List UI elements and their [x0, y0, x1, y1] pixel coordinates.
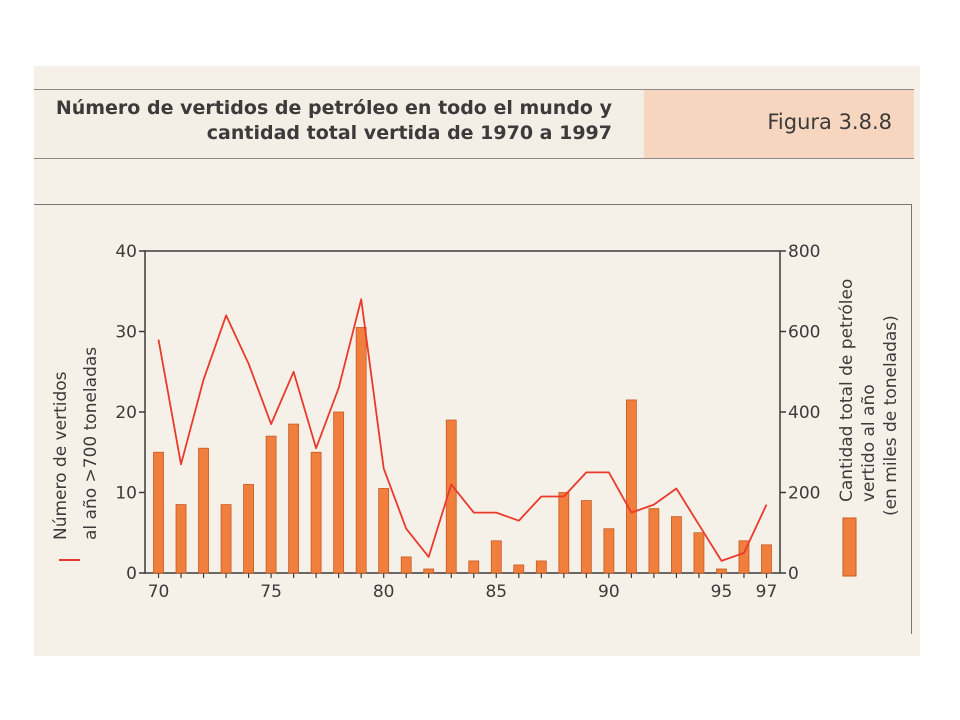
spill-count-bar: [175, 504, 187, 574]
spill-count-bar: [423, 568, 435, 574]
figure-number-box: Figura 3.8.8: [644, 90, 914, 158]
spill-volume-line-group: [157, 298, 768, 562]
spill-count-bar: [490, 540, 502, 574]
x-tick-label: 80: [373, 582, 395, 602]
y-right-title-line-2: vertido al año: [859, 384, 879, 502]
spill-count-bar: [671, 516, 682, 574]
y-left-tick-label: 10: [115, 484, 137, 504]
y-left-tick-label: 20: [115, 403, 137, 423]
x-tick-label: 90: [598, 582, 620, 602]
spill-count-bar: [333, 411, 345, 574]
y-right-tick-label: 800: [788, 242, 820, 262]
chart-frame: [34, 204, 912, 634]
y-left-tick-label: 40: [115, 242, 137, 262]
figure-number: Figura 3.8.8: [767, 110, 892, 134]
x-tick-label: 95: [711, 582, 733, 602]
y-right-tick-label: 0: [788, 564, 799, 584]
plot-border: [144, 250, 781, 574]
x-tick-label: 70: [148, 582, 170, 602]
spill-count-bar: [625, 399, 637, 574]
spill-count-bar: [513, 564, 525, 574]
y-left-title-line-1: Número de vertidos: [51, 371, 71, 540]
figure-title-line-2: cantidad total vertida de 1970 a 1997: [206, 122, 612, 144]
x-tick-label: 75: [260, 582, 282, 602]
spill-count-bar: [445, 419, 457, 574]
legend-bar-swatch: [842, 517, 857, 577]
spill-count-bar: [558, 492, 570, 574]
spill-count-bar: [580, 500, 592, 574]
spill-count-bar: [468, 560, 480, 574]
y-left-tick-label: 0: [126, 564, 137, 584]
spill-count-bar: [243, 484, 254, 574]
y-right-tick-label: 400: [788, 403, 820, 423]
chart-axes: [139, 250, 786, 578]
spill-count-bar: [761, 544, 772, 574]
spill-count-bar: [310, 451, 322, 574]
y-left-tick-label: 30: [115, 323, 137, 343]
spill-count-bar: [378, 488, 390, 574]
spill-count-bar: [220, 504, 232, 574]
spill-count-bar: [603, 528, 615, 574]
spill-count-bar: [738, 540, 750, 574]
y-right-tick-label: 200: [788, 484, 820, 504]
spill-count-bar: [288, 423, 300, 574]
spill-count-bar: [198, 447, 209, 574]
y-right-tick-label: 600: [788, 323, 820, 343]
y-left-title-line-2: al año >700 toneladas: [81, 347, 101, 540]
spill-count-bar: [265, 435, 277, 574]
figure-header: Número de vertidos de petróleo en todo e…: [34, 89, 914, 159]
x-tick-label: 97: [756, 582, 778, 602]
y-right-title-line-1: Cantidad total de petróleo: [837, 279, 857, 502]
figure-title: Número de vertidos de petróleo en todo e…: [34, 96, 612, 146]
spill-count-bar: [400, 556, 412, 574]
y-right-title-line-3: (en miles de toneladas): [881, 315, 901, 516]
spill-count-bar: [535, 560, 547, 574]
x-tick-label: 85: [485, 582, 507, 602]
spill-count-bar: [693, 532, 705, 574]
spill-count-bar: [355, 327, 367, 574]
spill-count-bar: [648, 508, 660, 574]
spill-count-bar: [716, 568, 727, 574]
spill-count-bar: [153, 451, 164, 574]
spill-volume-line: [157, 298, 768, 562]
figure-title-line-1: Número de vertidos de petróleo en todo e…: [55, 97, 612, 119]
spill-count-bars: [153, 327, 772, 574]
